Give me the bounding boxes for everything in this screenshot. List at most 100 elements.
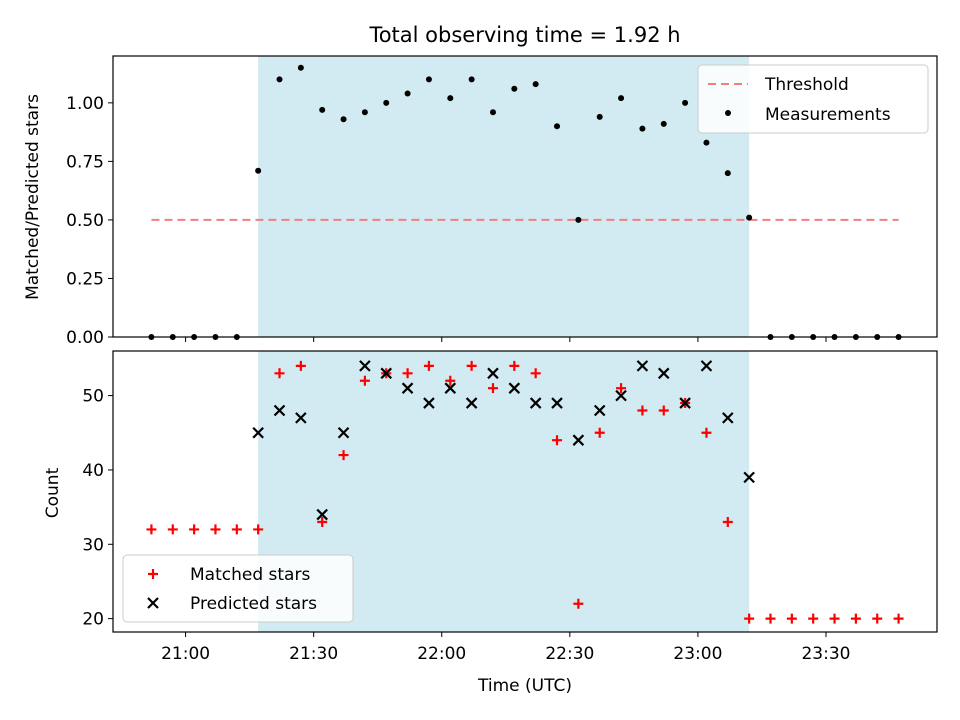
matched-star-point xyxy=(274,368,285,379)
legend-measurement-label: Measurements xyxy=(765,105,891,125)
measurement-point xyxy=(447,95,454,102)
panel-count: 20 30 40 50 21:00 21:30 22:00 22:30 23:00 23:30 Ma… xyxy=(82,350,938,664)
predicted-star-point xyxy=(508,382,521,394)
measurement-point xyxy=(554,123,561,130)
y-tick-label: 30 xyxy=(82,535,104,555)
predicted-star-point xyxy=(465,397,478,409)
legend-matched-label: Matched stars xyxy=(190,565,310,585)
matched-star-point xyxy=(231,524,242,535)
y-axis-label-top: Matched/Predicted stars xyxy=(23,94,43,300)
predicted-star-point xyxy=(593,404,606,417)
measurement-point xyxy=(618,95,625,102)
y-tick-label: 1.00 xyxy=(66,94,104,114)
matched-star-point xyxy=(744,613,755,624)
matched-star-point xyxy=(402,368,413,379)
matched-star-point xyxy=(423,360,434,371)
legend-matched-swatch xyxy=(148,569,158,579)
axes-frame xyxy=(112,55,938,338)
matched-star-point xyxy=(253,524,264,535)
x-tick-label: 21:00 xyxy=(161,644,210,664)
measurement-point xyxy=(255,167,262,174)
measurement-point xyxy=(489,109,496,116)
matched-star-point xyxy=(658,405,669,416)
observing-span xyxy=(258,56,750,337)
matched-star-point xyxy=(189,524,200,535)
measurement-point xyxy=(532,81,539,88)
legend-measurement-swatch xyxy=(725,110,731,116)
matched-star-point xyxy=(637,405,648,416)
predicted-star-point xyxy=(529,397,542,409)
predicted-star-point xyxy=(423,397,435,409)
y-tick-label: 0.00 xyxy=(66,328,104,348)
measurement-point xyxy=(596,113,603,120)
y-tick-label: 50 xyxy=(82,387,104,407)
measurement-point xyxy=(404,90,411,97)
matched-star-point xyxy=(765,613,776,624)
matched-star-point xyxy=(808,613,819,624)
measurement-point xyxy=(703,139,710,146)
predicted-star-point xyxy=(316,508,328,521)
x-axis-label: Time (UTC) xyxy=(477,676,572,696)
predicted-star-point xyxy=(551,397,563,409)
measurement-point xyxy=(575,216,582,223)
measurement-point xyxy=(724,170,731,177)
matched-star-point xyxy=(466,360,477,371)
measurement-point xyxy=(511,85,518,92)
predicted-star-point xyxy=(380,367,393,380)
matched-star-point xyxy=(722,516,733,527)
matched-star-point xyxy=(317,516,328,527)
measurement-point xyxy=(425,76,432,83)
matched-star-point xyxy=(487,383,498,394)
matched-star-point xyxy=(850,613,861,624)
matched-star-point xyxy=(893,613,904,624)
matched-star-point xyxy=(594,427,605,438)
measurement-point xyxy=(319,106,326,113)
x-tick-label: 23:30 xyxy=(801,644,850,664)
axes-frame xyxy=(112,350,938,633)
measurement-point xyxy=(383,99,390,106)
x-tick-label: 21:30 xyxy=(289,644,338,664)
panel-ratio: 0.00 0.25 0.50 0.75 1.00 Threshold Measurement… xyxy=(66,55,938,348)
predicted-star-point xyxy=(252,426,264,439)
measurement-point xyxy=(361,109,368,116)
x-tick-label: 22:30 xyxy=(545,644,594,664)
measurement-point xyxy=(682,99,689,106)
measurement-point xyxy=(746,214,753,221)
predicted-star-point xyxy=(722,412,734,424)
measurement-point xyxy=(468,76,475,83)
matched-star-point xyxy=(509,360,520,371)
matched-star-point xyxy=(359,375,370,386)
x-tick-label: 22:00 xyxy=(417,644,466,664)
legend-threshold-label: Threshold xyxy=(764,75,849,95)
measurement-point xyxy=(660,120,667,127)
predicted-star-point xyxy=(743,471,755,484)
chart-title: Total observing time = 1.92 h xyxy=(368,23,680,47)
measurement-point xyxy=(639,125,646,132)
predicted-star-point xyxy=(359,360,371,372)
matched-star-point xyxy=(829,613,840,624)
matched-star-point xyxy=(295,360,306,371)
predicted-star-point xyxy=(572,434,585,446)
predicted-star-point xyxy=(657,367,670,380)
matched-star-point xyxy=(530,368,541,379)
matched-star-point xyxy=(445,375,456,386)
predicted-star-point xyxy=(487,367,499,380)
matched-star-point xyxy=(616,383,627,394)
predicted-star-point xyxy=(273,404,286,417)
y-tick-label: 40 xyxy=(82,461,104,481)
predicted-star-point xyxy=(337,426,350,439)
predicted-star-point xyxy=(444,382,457,394)
measurement-point xyxy=(276,76,283,83)
predicted-star-point xyxy=(295,412,307,424)
y-tick-label: 0.50 xyxy=(66,211,104,231)
matched-star-point xyxy=(338,450,349,461)
legend-predicted-swatch xyxy=(147,597,159,609)
y-tick-label: 0.75 xyxy=(66,152,104,172)
measurement-point xyxy=(297,64,304,71)
matched-star-point xyxy=(573,598,584,609)
matched-star-point xyxy=(872,613,883,624)
legend-box xyxy=(122,554,354,623)
y-tick-label: 0.25 xyxy=(66,269,104,289)
matched-star-point xyxy=(210,524,221,535)
